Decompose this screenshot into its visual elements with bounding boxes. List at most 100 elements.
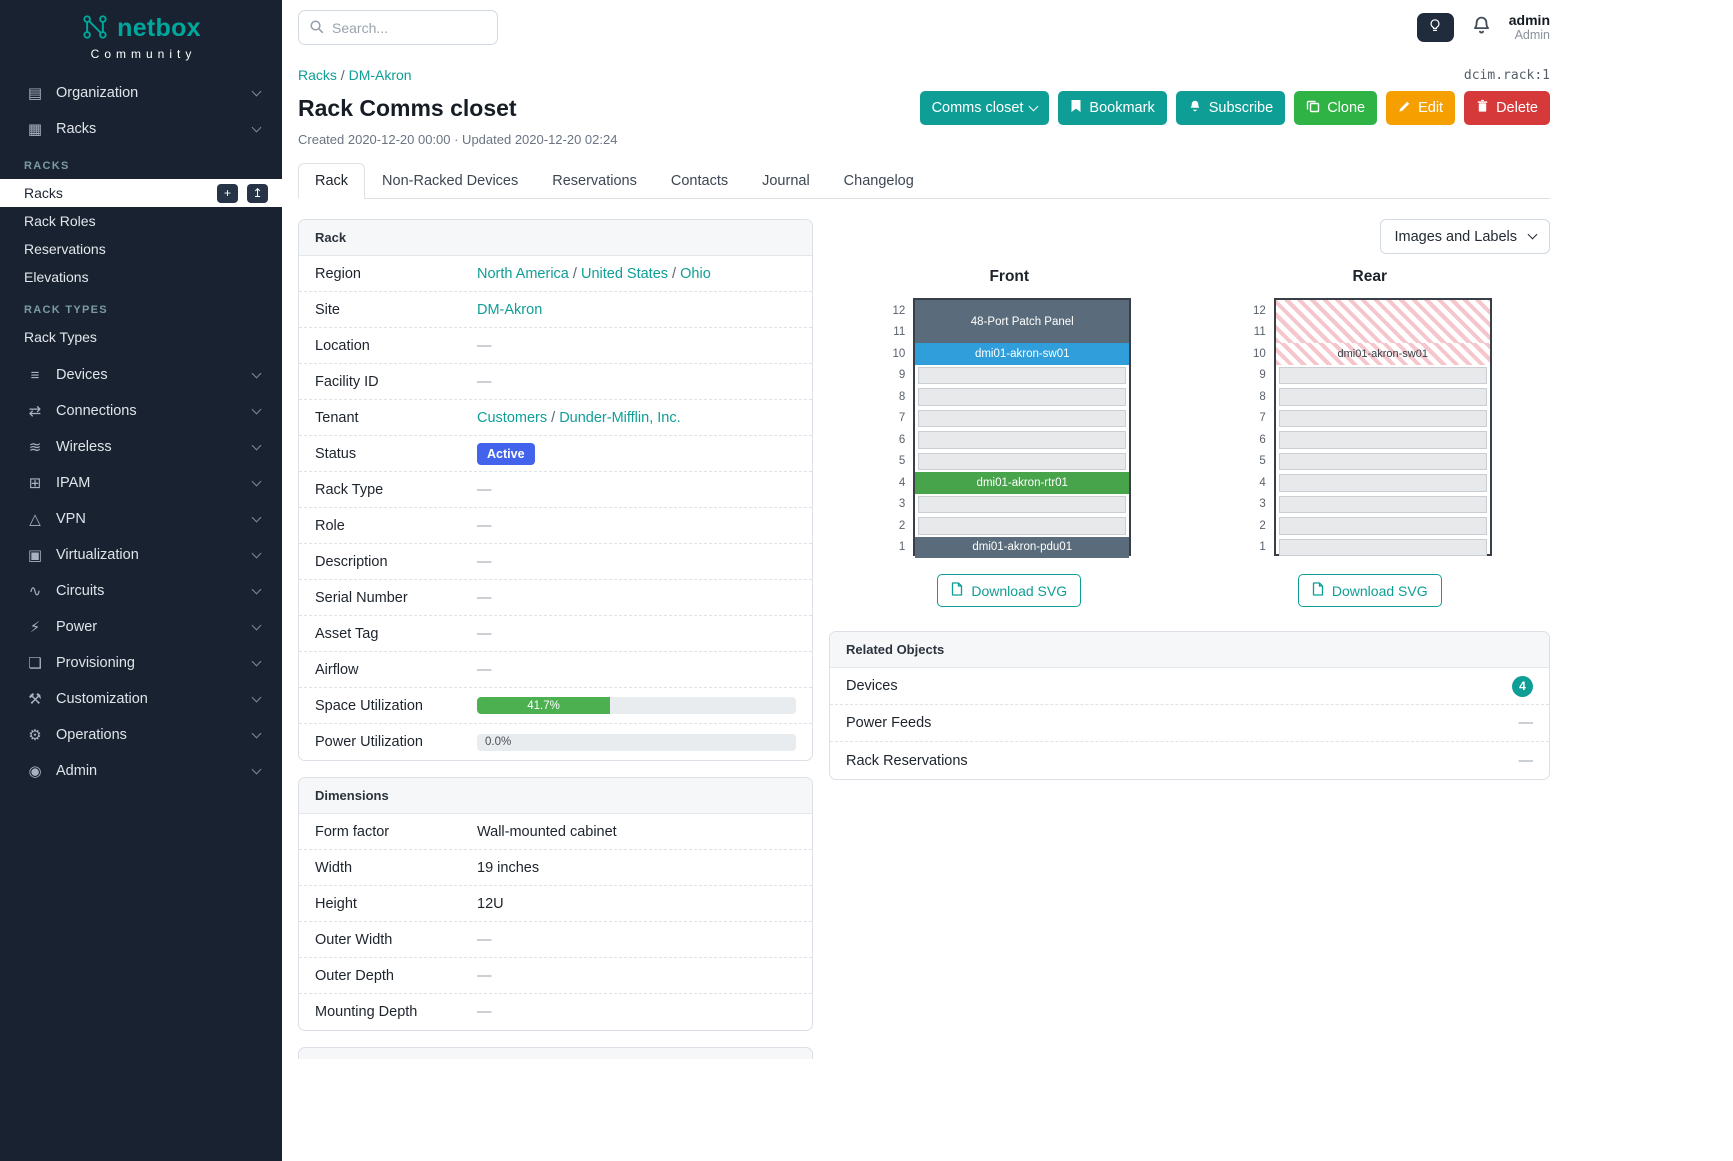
theme-toggle-button[interactable] bbox=[1416, 12, 1454, 42]
detail-value: Wall-mounted cabinet bbox=[477, 824, 796, 840]
edit-button[interactable]: Edit bbox=[1386, 91, 1456, 125]
tab-reservations[interactable]: Reservations bbox=[552, 173, 637, 189]
chevron-down-icon bbox=[251, 656, 262, 666]
rack-device[interactable]: 48-Port Patch Panel bbox=[915, 300, 1130, 343]
detail-label: Location bbox=[315, 337, 370, 354]
unit-number: 6 bbox=[1259, 433, 1266, 446]
rack-selector-button[interactable]: Comms closet bbox=[919, 91, 1050, 125]
rack-unit-empty bbox=[1278, 452, 1487, 470]
detail-label: Height bbox=[315, 895, 357, 912]
detail-row-region: Region North America / United States / Oh… bbox=[299, 256, 812, 292]
brand-name[interactable]: netbox bbox=[117, 14, 201, 42]
tab-contacts[interactable]: Contacts bbox=[670, 173, 729, 189]
link-customers[interactable]: Customers bbox=[477, 409, 548, 426]
sidebar-item-wireless[interactable]: ≋ Wireless bbox=[0, 429, 282, 465]
detail-row-asset-tag: Asset Tag — bbox=[299, 616, 812, 652]
user-menu[interactable]: admin Admin bbox=[1509, 12, 1550, 44]
rack-device[interactable]: dmi01-akron-rtr01 bbox=[915, 472, 1130, 494]
clone-button[interactable]: Clone bbox=[1294, 91, 1378, 125]
submenu-item-label: Rack Types bbox=[24, 329, 97, 345]
notifications-bell-icon[interactable] bbox=[1471, 15, 1492, 39]
sidebar-item-admin[interactable]: ◉ Admin bbox=[0, 753, 282, 789]
chevron-down-icon bbox=[251, 368, 262, 378]
admin-icon: ◉ bbox=[28, 763, 42, 780]
detail-value: — bbox=[477, 338, 796, 354]
empty-value: — bbox=[477, 517, 492, 534]
link-united-states[interactable]: United States bbox=[580, 265, 669, 282]
sidebar-item-power[interactable]: ⚡ Power bbox=[0, 609, 282, 645]
detail-value: North America / United States / Ohio bbox=[477, 265, 711, 282]
sidebar-item-operations[interactable]: ⚙ Operations bbox=[0, 717, 282, 753]
rack-occupied-slot: dmi01-akron-sw01 bbox=[1275, 343, 1490, 365]
sidebar-item-rack-roles[interactable]: Rack Roles bbox=[0, 207, 282, 235]
next-panel-edge bbox=[298, 1047, 813, 1059]
subscribe-button[interactable]: Subscribe bbox=[1175, 91, 1286, 125]
sidebar-item-ipam[interactable]: ⊞ IPAM bbox=[0, 465, 282, 501]
tab-rack[interactable]: Rack bbox=[298, 163, 366, 199]
detail-value: — bbox=[477, 590, 796, 606]
detail-label: Asset Tag bbox=[315, 625, 379, 642]
sidebar-item-label: VPN bbox=[56, 511, 86, 527]
detail-row-mounting-depth: Mounting Depth — bbox=[299, 994, 812, 1030]
bookmark-button[interactable]: Bookmark bbox=[1058, 91, 1167, 125]
rack-device-label: dmi01-akron-sw01 bbox=[1337, 347, 1428, 360]
download-svg-rear-button[interactable]: Download SVG bbox=[1297, 574, 1442, 607]
tab-journal[interactable]: Journal bbox=[762, 173, 810, 189]
detail-label: Form factor bbox=[315, 823, 390, 840]
tab-changelog[interactable]: Changelog bbox=[843, 173, 914, 189]
file-icon bbox=[951, 582, 963, 599]
search-input[interactable] bbox=[332, 19, 487, 36]
sidebar-item-circuits[interactable]: ∿ Circuits bbox=[0, 573, 282, 609]
subscribe-label: Subscribe bbox=[1208, 100, 1274, 116]
sidebar-item-connections[interactable]: ⇄ Connections bbox=[0, 393, 282, 429]
sidebar-item-rack-types[interactable]: Rack Types bbox=[0, 323, 282, 351]
link-ohio[interactable]: Ohio bbox=[680, 265, 711, 282]
related-row-devices[interactable]: Devices 4 bbox=[830, 668, 1549, 705]
detail-value: 0.0% bbox=[477, 733, 796, 751]
rack-elevation: 48-Port Patch Panel dmi01-akron-sw01 dmi01… bbox=[913, 298, 1132, 558]
sidebar-item-racks[interactable]: ▦ Racks bbox=[0, 111, 282, 147]
search-box[interactable] bbox=[298, 10, 498, 45]
rack-unit-empty bbox=[918, 409, 1127, 427]
breadcrumb-site-link[interactable]: DM-Akron bbox=[348, 67, 412, 83]
sidebar-item-organization[interactable]: ▤ Organization bbox=[0, 75, 282, 111]
edit-label: Edit bbox=[1418, 100, 1444, 116]
sidebar-item-provisioning[interactable]: ❏ Provisioning bbox=[0, 645, 282, 681]
rack-unit-empty bbox=[918, 431, 1127, 449]
unit-number: 10 bbox=[1252, 347, 1266, 360]
detail-label: Serial Number bbox=[315, 589, 408, 606]
tab-non-racked-devices[interactable]: Non-Racked Devices bbox=[382, 173, 519, 189]
empty-value: — bbox=[477, 589, 492, 606]
vpn-icon: △ bbox=[29, 511, 41, 528]
created-updated-meta: Created 2020-12-20 00:00 · Updated 2020-… bbox=[298, 132, 618, 147]
front-elevation-title: Front bbox=[989, 268, 1030, 285]
import-button[interactable]: ↥ bbox=[247, 183, 268, 203]
racks-submenu: RACKS Racks + ↥ Rack Roles Reservations Elevat… bbox=[0, 147, 282, 351]
sidebar-item-reservations[interactable]: Reservations bbox=[0, 235, 282, 263]
detail-value: — bbox=[477, 482, 796, 498]
sidebar-item-elevations[interactable]: Elevations bbox=[0, 263, 282, 291]
page-title: Rack Comms closet bbox=[298, 94, 517, 121]
sidebar-item-vpn[interactable]: △ VPN bbox=[0, 501, 282, 537]
sidebar-item-virtualization[interactable]: ▣ Virtualization bbox=[0, 537, 282, 573]
rack-device[interactable]: dmi01-akron-pdu01 bbox=[915, 536, 1130, 558]
link-north-america[interactable]: North America bbox=[477, 265, 569, 282]
delete-button[interactable]: Delete bbox=[1464, 91, 1550, 125]
detail-value: Customers / Dunder-Mifflin, Inc. bbox=[477, 409, 681, 426]
sidebar-item-devices[interactable]: ≡ Devices bbox=[0, 357, 282, 393]
images-labels-toggle[interactable]: Images and Labels bbox=[1380, 219, 1550, 254]
rack-device-label: dmi01-akron-pdu01 bbox=[972, 541, 1073, 554]
rack-device[interactable]: dmi01-akron-sw01 bbox=[915, 343, 1130, 365]
sidebar-item-racks[interactable]: Racks + ↥ bbox=[0, 179, 282, 207]
provisioning-icon: ❏ bbox=[28, 655, 42, 672]
virtualization-icon: ▣ bbox=[27, 547, 43, 564]
unit-number: 9 bbox=[1259, 369, 1266, 382]
link-dunder-mifflin-inc[interactable]: Dunder-Mifflin, Inc. bbox=[559, 409, 681, 426]
link-dm-akron[interactable]: DM-Akron bbox=[477, 301, 543, 318]
add-button[interactable]: + bbox=[217, 183, 238, 203]
detail-value: 41.7% bbox=[477, 697, 796, 714]
file-icon bbox=[1312, 582, 1324, 599]
sidebar-item-customization[interactable]: ⚒ Customization bbox=[0, 681, 282, 717]
download-svg-front-button[interactable]: Download SVG bbox=[937, 574, 1082, 607]
breadcrumb-racks-link[interactable]: Racks bbox=[298, 67, 337, 83]
